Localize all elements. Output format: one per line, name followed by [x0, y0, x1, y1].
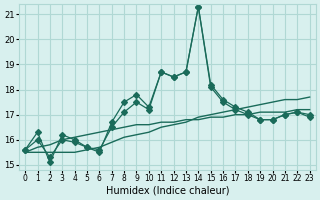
X-axis label: Humidex (Indice chaleur): Humidex (Indice chaleur): [106, 186, 229, 196]
